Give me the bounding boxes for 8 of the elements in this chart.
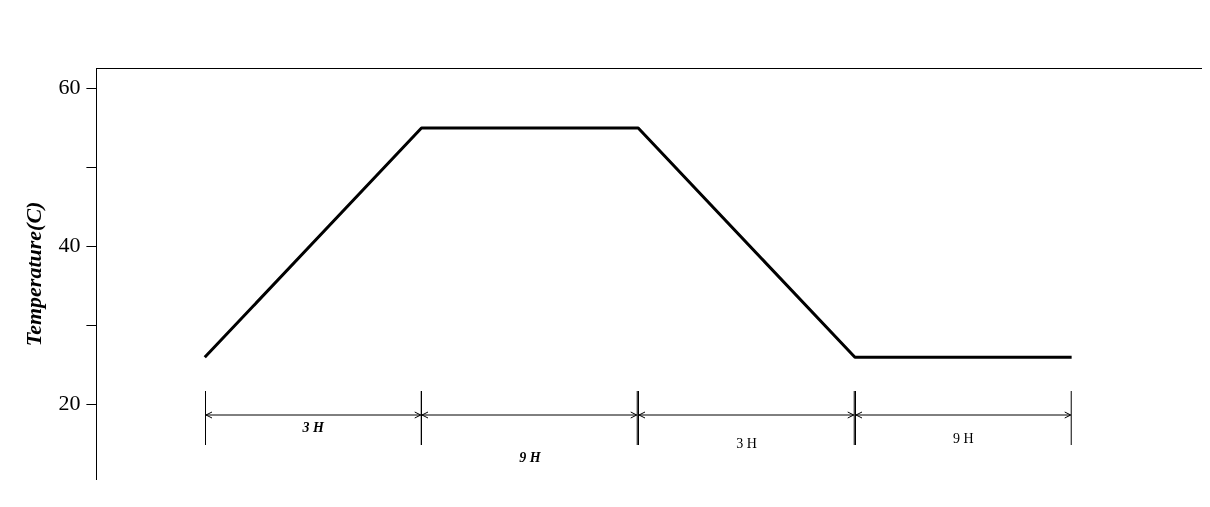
annotation: 3 H [301,420,325,436]
y-tick-label: 20 [58,390,81,416]
annotation: 3 H [736,436,757,452]
annotation: 9 H [952,431,974,447]
y-tick-label: 60 [58,74,81,100]
y-axis-title: Temperature(C) [20,201,46,347]
annotation: 9 H [519,450,542,466]
y-tick-label: 40 [58,232,81,258]
